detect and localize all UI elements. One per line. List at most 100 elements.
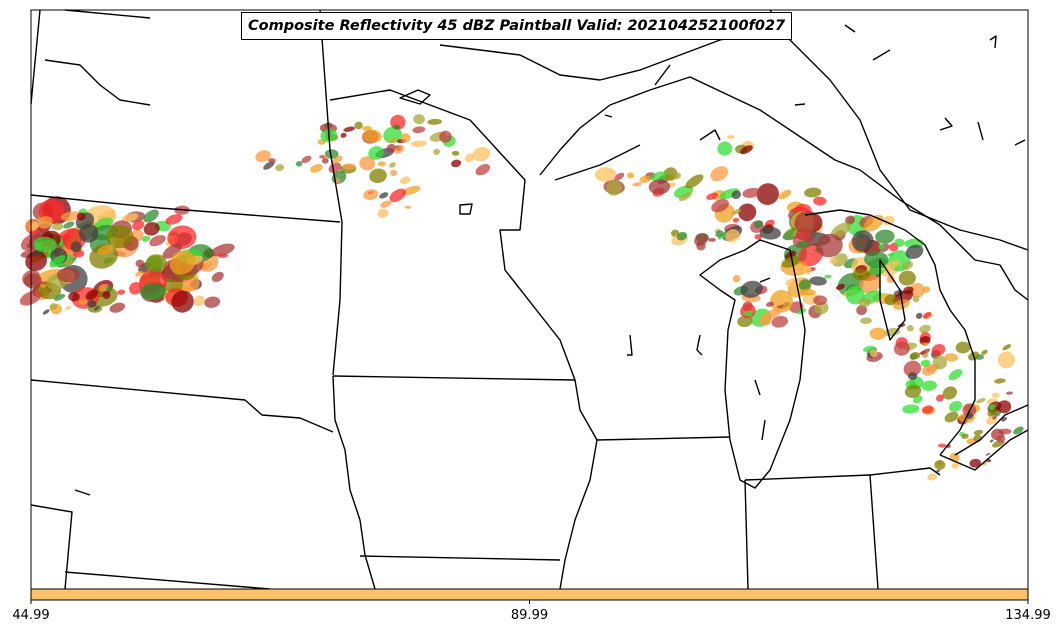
paintball-blob xyxy=(860,317,872,325)
paintball-blob xyxy=(708,237,716,242)
paintball-blob xyxy=(794,210,820,234)
paintball-blob xyxy=(411,140,427,147)
paintball-blob xyxy=(829,257,838,265)
paintball-blob xyxy=(275,164,285,172)
paintball-layer xyxy=(19,114,1024,481)
paintball-blob xyxy=(988,404,996,410)
boundary-mn-wi xyxy=(329,89,576,381)
paintball-blob xyxy=(143,209,159,223)
paintball-blob xyxy=(404,205,412,209)
paintball-blob xyxy=(49,303,58,310)
paintball-blob xyxy=(910,352,921,360)
paintball-blob xyxy=(715,230,725,238)
paintball-blob xyxy=(310,164,323,173)
paintball-blob xyxy=(969,458,982,468)
paintball-blob xyxy=(451,150,460,156)
paintball-blob xyxy=(740,145,753,155)
northwest-coast xyxy=(44,59,151,106)
paintball-blob xyxy=(981,349,988,355)
paintball-blob xyxy=(906,325,914,332)
lake-small-7 xyxy=(989,35,997,49)
paintball-blob xyxy=(919,336,931,345)
paintball-blob xyxy=(737,315,753,328)
paintball-blob xyxy=(725,229,740,243)
lake-small-8 xyxy=(844,24,856,33)
paintball-blob xyxy=(632,182,642,187)
paintball-blob xyxy=(627,172,634,179)
east-coast-2 xyxy=(939,224,1029,301)
paintball-blob xyxy=(717,233,727,240)
paintball-blob xyxy=(199,261,213,271)
paintball-blob xyxy=(756,183,779,205)
paintball-blob xyxy=(402,185,421,196)
paintball-blob xyxy=(754,234,763,240)
lake-small-1 xyxy=(399,89,431,105)
paintball-blob xyxy=(54,293,66,301)
paintball-blob xyxy=(87,299,97,308)
lake-small-4 xyxy=(696,334,703,356)
paintball-blob xyxy=(211,271,224,283)
paintball-blob xyxy=(922,311,932,319)
paintball-blob xyxy=(907,372,918,381)
paintball-blob xyxy=(997,351,1015,369)
paintball-blob xyxy=(673,172,681,179)
paintball-blob xyxy=(991,392,1000,398)
paintball-blob xyxy=(399,176,411,185)
paintball-blob xyxy=(869,327,887,340)
paintball-blob xyxy=(117,289,126,295)
paintball-blob xyxy=(776,305,784,309)
paintball-blob xyxy=(68,291,80,302)
paintball-blob xyxy=(934,459,946,470)
paintball-blob xyxy=(413,114,425,125)
paintball-blob xyxy=(985,452,991,456)
paintball-blob xyxy=(710,166,729,182)
lake-michigan xyxy=(699,239,806,489)
paintball-blob xyxy=(145,254,167,272)
east-coast-ontario xyxy=(769,9,1029,251)
paintball-blob xyxy=(1013,426,1024,435)
paintball-blob xyxy=(65,305,72,310)
paintball-blob xyxy=(56,267,80,283)
paintball-blob xyxy=(905,244,924,260)
paintball-blob xyxy=(388,138,396,144)
paintball-blob xyxy=(49,255,66,268)
paintball-blob xyxy=(676,231,688,241)
paintball-blob xyxy=(121,213,139,223)
paintball-blob xyxy=(694,233,708,246)
state-boundaries xyxy=(30,9,1029,590)
paintball-blob xyxy=(359,156,376,171)
paintball-blob xyxy=(149,235,166,247)
lake-small-10 xyxy=(74,489,91,496)
paintball-blob xyxy=(255,150,271,163)
island-chain-2 xyxy=(759,277,771,283)
paintball-blob xyxy=(894,238,905,247)
boundary-ia-ne-ks xyxy=(30,504,73,590)
paintball-blob xyxy=(816,233,843,258)
paintball-blob xyxy=(204,296,221,308)
paintball-blob xyxy=(771,315,789,328)
paintball-blob xyxy=(875,229,895,244)
paintball-blob xyxy=(919,324,931,334)
paintball-blob xyxy=(813,196,827,206)
paintball-blob xyxy=(78,224,99,243)
paintball-blob xyxy=(135,270,143,277)
paintball-blob xyxy=(898,270,916,286)
boundary-river-iowa-west xyxy=(332,375,376,590)
paintball-blob xyxy=(1006,391,1013,395)
paintball-blob xyxy=(321,157,329,164)
paintball-blob xyxy=(830,222,851,238)
paintball-blob xyxy=(129,282,143,295)
paintball-blob xyxy=(169,250,196,275)
paintball-blob xyxy=(167,225,197,250)
paintball-blob xyxy=(915,312,923,319)
boundary-nd-sd xyxy=(30,194,341,223)
lake-huron xyxy=(804,209,976,456)
paintball-blob xyxy=(740,280,763,298)
paintball-blob xyxy=(42,309,50,315)
lake-erie-south xyxy=(954,404,1029,456)
boundary-up-mi xyxy=(539,76,941,226)
paintball-blob xyxy=(770,289,793,313)
paintball-blob xyxy=(804,187,822,198)
paintball-blob xyxy=(719,188,740,200)
boundary-sd-ne xyxy=(30,379,334,433)
